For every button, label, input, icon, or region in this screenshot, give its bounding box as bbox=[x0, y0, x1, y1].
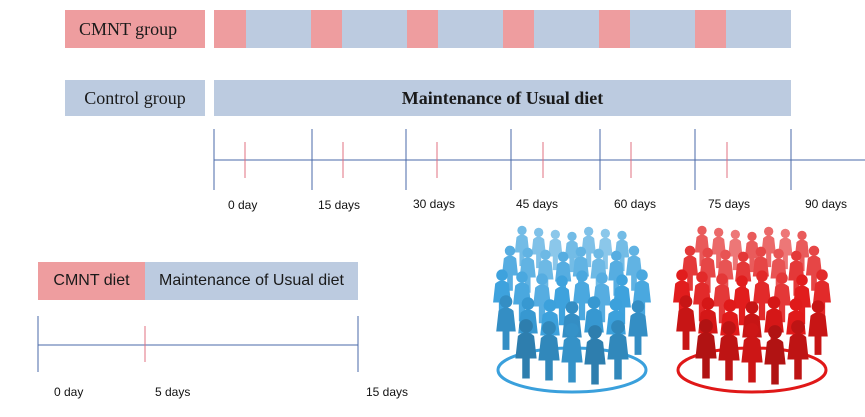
cmnt-diet-label: CMNT diet bbox=[38, 262, 145, 300]
tick-label-15: 15 days bbox=[318, 198, 361, 212]
cmnt-diet-segment bbox=[503, 10, 534, 48]
tick-label-0: 0 day bbox=[228, 198, 258, 212]
cmnt-schedule-bar bbox=[214, 10, 791, 48]
cycle-tick-5: 5 days bbox=[155, 385, 191, 399]
cmnt-diet-segment bbox=[214, 10, 246, 48]
control-group-label: Control group bbox=[65, 80, 205, 116]
control-group-label-text: Control group bbox=[84, 87, 186, 108]
cycle-tick-0: 0 day bbox=[54, 385, 84, 399]
cmnt-diet-segment bbox=[695, 10, 726, 48]
tick-label-30: 30 days bbox=[413, 197, 456, 211]
cmnt-diet-segment bbox=[311, 10, 342, 48]
tick-label-45: 45 days bbox=[516, 197, 559, 211]
usual-diet-label-text: Maintenance of Usual diet bbox=[159, 272, 344, 289]
blue-people-group-icon bbox=[493, 225, 651, 394]
control-bar-text: Maintenance of Usual diet bbox=[401, 87, 604, 108]
tick-label-75: 75 days bbox=[708, 197, 751, 211]
cycle-tick-15: 15 days bbox=[366, 385, 409, 399]
usual-diet-label: Maintenance of Usual diet bbox=[145, 262, 358, 300]
cmnt-group-label: CMNT group bbox=[65, 10, 205, 48]
cmnt-diet-label-text: CMNT diet bbox=[53, 272, 130, 289]
control-schedule-bar: Maintenance of Usual diet bbox=[214, 80, 791, 116]
red-people-group-icon bbox=[673, 225, 831, 394]
cmnt-group-label-text: CMNT group bbox=[79, 18, 178, 39]
cmnt-diet-segment bbox=[599, 10, 630, 48]
tick-label-90: 90 days bbox=[805, 197, 848, 211]
tick-label-60: 60 days bbox=[614, 197, 657, 211]
cmnt-diet-segment bbox=[407, 10, 438, 48]
